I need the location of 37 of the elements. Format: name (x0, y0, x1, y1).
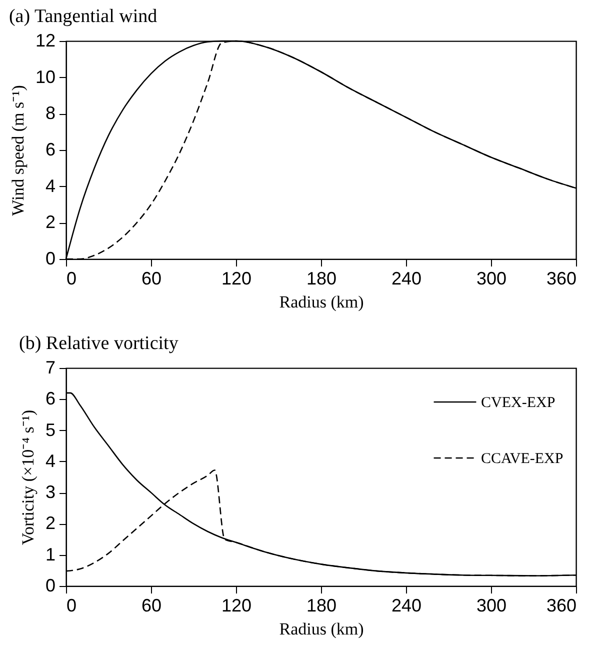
y-tick-label: 1 (45, 544, 56, 564)
x-tick-label: 120 (221, 596, 252, 616)
legend-label: CVEX-EXP (481, 395, 556, 411)
x-tick-label: 240 (391, 596, 422, 616)
y-axis-title: Vorticity (×10⁻⁴ s⁻¹) (18, 410, 38, 546)
x-tick-label: 360 (546, 268, 576, 288)
y-tick-label: 5 (45, 420, 56, 440)
y-tick-label: 2 (45, 513, 56, 534)
x-tick-label: 60 (141, 596, 162, 616)
chart-title: (a) Tangential wind (8, 6, 158, 27)
x-tick-label: 0 (66, 596, 77, 616)
y-tick-label: 12 (35, 30, 56, 50)
y-tick-label: 6 (45, 140, 56, 160)
x-tick-label: 0 (66, 268, 77, 288)
y-tick-label: 7 (45, 358, 56, 378)
y-tick-label: 10 (35, 66, 56, 87)
y-tick-label: 4 (45, 176, 56, 196)
legend-label: CCAVE-EXP (481, 451, 564, 467)
x-tick-label: 120 (221, 268, 252, 288)
y-tick-label: 3 (45, 482, 56, 502)
x-tick-label: 180 (306, 596, 337, 616)
x-tick-label: 240 (391, 268, 422, 288)
x-tick-label: 300 (476, 268, 507, 288)
y-tick-label: 8 (45, 103, 56, 124)
x-axis-title: Radius (km) (279, 292, 364, 312)
x-tick-label: 300 (476, 596, 507, 616)
y-tick-label: 6 (45, 388, 56, 409)
y-axis-title: Wind speed (m s⁻¹) (8, 85, 28, 216)
chart-title: (b) Relative vorticity (18, 333, 179, 354)
y-tick-label: 4 (45, 450, 56, 471)
x-tick-label: 360 (546, 596, 576, 616)
x-tick-label: 60 (141, 268, 162, 288)
x-axis-title: Radius (km) (279, 620, 364, 638)
y-tick-label: 2 (45, 212, 56, 232)
x-tick-label: 180 (306, 268, 337, 288)
y-tick-label: 0 (45, 248, 56, 268)
y-tick-label: 0 (45, 576, 56, 596)
